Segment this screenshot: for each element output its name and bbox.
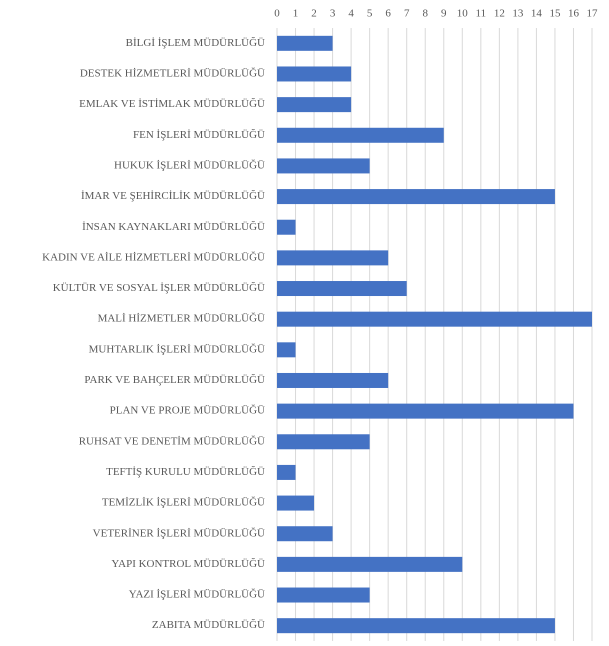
bar bbox=[277, 189, 555, 205]
bar bbox=[277, 127, 444, 143]
bar bbox=[277, 434, 370, 450]
bar bbox=[277, 495, 315, 511]
bar bbox=[277, 403, 574, 419]
x-tick-label: 2 bbox=[311, 8, 317, 20]
x-tick-label: 16 bbox=[568, 8, 580, 20]
y-tick-label: KÜLTÜR VE SOSYAL İŞLER MÜDÜRLÜĞÜ bbox=[53, 282, 265, 294]
y-tick-label: YAZI İŞLERİ MÜDÜRLÜĞÜ bbox=[129, 589, 265, 601]
bar bbox=[277, 342, 296, 358]
x-tick-label: 6 bbox=[385, 8, 391, 20]
bar bbox=[277, 372, 389, 388]
y-tick-label: MUHTARLIK İŞLERİ MÜDÜRLÜĞÜ bbox=[89, 343, 265, 355]
y-tick-label: FEN İŞLERİ MÜDÜRLÜĞÜ bbox=[133, 129, 265, 141]
x-tick-label: 4 bbox=[348, 8, 354, 20]
y-tick-label: DESTEK HİZMETLERİ MÜDÜRLÜĞÜ bbox=[80, 68, 265, 80]
y-tick-label: ZABITA MÜDÜRLÜĞÜ bbox=[152, 619, 265, 631]
bar bbox=[277, 158, 370, 174]
bar bbox=[277, 464, 296, 480]
x-tick-label: 12 bbox=[494, 8, 505, 20]
bar bbox=[277, 35, 333, 51]
bar bbox=[277, 556, 463, 572]
y-tick-label: İMAR VE ŞEHİRCİLİK MÜDÜRLÜĞÜ bbox=[81, 190, 265, 202]
y-tick-label: YAPI KONTROL MÜDÜRLÜĞÜ bbox=[111, 558, 265, 570]
y-tick-label: İNSAN KAYNAKLARI MÜDÜRLÜĞÜ bbox=[82, 221, 265, 233]
y-tick-label: RUHSAT VE DENETİM MÜDÜRLÜĞÜ bbox=[79, 435, 265, 447]
bar bbox=[277, 66, 352, 82]
y-tick-label: EMLAK VE İSTİMLAK MÜDÜRLÜĞÜ bbox=[79, 98, 265, 110]
bar bbox=[277, 587, 370, 603]
x-tick-label: 8 bbox=[422, 8, 428, 20]
x-tick-label: 13 bbox=[512, 8, 524, 20]
x-tick-label: 11 bbox=[476, 8, 487, 20]
y-tick-label: PLAN VE PROJE MÜDÜRLÜĞÜ bbox=[110, 405, 265, 417]
y-tick-label: TEMİZLİK İŞLERİ MÜDÜRLÜĞÜ bbox=[102, 497, 265, 509]
x-tick-label: 15 bbox=[549, 8, 561, 20]
y-tick-label: VETERİNER İŞLERİ MÜDÜRLÜĞÜ bbox=[93, 527, 265, 539]
bar bbox=[277, 219, 296, 235]
y-tick-label: BİLGİ İŞLEM MÜDÜRLÜĞÜ bbox=[126, 37, 265, 49]
y-tick-label: KADIN VE AİLE HİZMETLERİ MÜDÜRLÜĞÜ bbox=[42, 251, 265, 263]
bar bbox=[277, 311, 592, 327]
bar bbox=[277, 281, 407, 297]
bar bbox=[277, 618, 555, 634]
y-tick-label: MALİ HİZMETLER MÜDÜRLÜĞÜ bbox=[98, 313, 265, 325]
y-tick-label: TEFTİŞ KURULU MÜDÜRLÜĞÜ bbox=[106, 466, 265, 478]
x-tick-label: 7 bbox=[404, 8, 410, 20]
bar bbox=[277, 526, 333, 542]
x-tick-label: 9 bbox=[441, 8, 447, 20]
bar bbox=[277, 97, 352, 113]
y-tick-label: HUKUK İŞLERİ MÜDÜRLÜĞÜ bbox=[114, 159, 265, 171]
x-tick-label: 5 bbox=[367, 8, 373, 20]
x-tick-label: 1 bbox=[293, 8, 299, 20]
x-tick-label: 10 bbox=[457, 8, 469, 20]
y-tick-label: PARK VE BAHÇELER MÜDÜRLÜĞÜ bbox=[84, 374, 265, 386]
x-tick-label: 17 bbox=[587, 8, 599, 20]
bar bbox=[277, 250, 389, 266]
x-tick-label: 0 bbox=[274, 8, 280, 20]
x-tick-label: 14 bbox=[531, 8, 543, 20]
x-tick-label: 3 bbox=[330, 8, 336, 20]
